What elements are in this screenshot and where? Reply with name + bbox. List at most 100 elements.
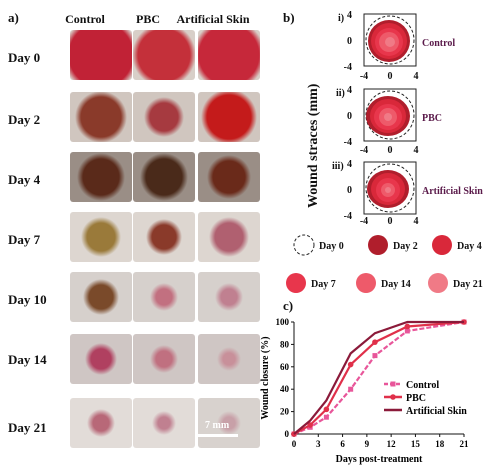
tick-label: 4 — [347, 85, 352, 96]
subpanel-name-artificial-skin: Artificial Skin — [422, 186, 483, 197]
trace-panel-pbc — [363, 88, 417, 142]
legend-label-day7: Day 7 — [311, 279, 336, 290]
wound-photo-control-day14 — [70, 334, 132, 384]
legend-label-day4: Day 4 — [457, 241, 482, 252]
y-tick-label: 0 — [285, 429, 290, 439]
tick-label: 0 — [347, 185, 352, 196]
subpanel-name-pbc: PBC — [422, 113, 442, 124]
wound-photo-artificial-skin-day14 — [198, 334, 260, 384]
panel-b-ylabel: Wound straces (mm) — [306, 83, 321, 208]
tick-label: 4 — [414, 145, 419, 156]
tick-label: -4 — [344, 137, 352, 148]
x-tick-label: 0 — [292, 439, 297, 449]
tick-label: 0 — [347, 36, 352, 47]
wound-photo-control-day21 — [70, 398, 132, 448]
wound-photo-pbc-day4 — [133, 152, 195, 202]
tick-label: 0 — [388, 216, 393, 225]
series-line-artificial-skin — [293, 320, 464, 435]
trace-legend: Day 0 Day 2 Day 4 Day 7 Day 14 Day 21 — [286, 234, 483, 293]
data-point — [323, 406, 330, 413]
x-tick-label: 6 — [340, 439, 345, 449]
row-label-day2: Day 2 — [8, 112, 41, 127]
wound-photo-pbc-day21 — [133, 398, 195, 448]
x-tick-label: 9 — [365, 439, 370, 449]
tick-label: -4 — [344, 62, 352, 73]
wound-closure-chart: 0 20 40 60 80 100 0 3 6 9 12 15 18 21 Days post-treatm… — [260, 317, 470, 465]
legend-swatch-day14 — [356, 273, 376, 293]
x-tick-label: 3 — [316, 439, 321, 449]
wound-photo-control-day4 — [70, 152, 132, 202]
row-label-day0: Day 0 — [8, 50, 41, 65]
data-point — [404, 323, 411, 330]
column-header-artificial-skin: Artificial Skin — [176, 12, 250, 26]
row-label-day21: Day 21 — [8, 420, 47, 435]
wound-photo-artificial-skin-day2 — [198, 92, 260, 142]
series-line-pbc — [293, 320, 465, 435]
data-point — [372, 353, 378, 359]
row-label-day4: Day 4 — [8, 172, 41, 187]
data-point — [404, 328, 410, 334]
y-axis-label: Wound closure (%) — [260, 336, 271, 419]
x-tick-label: 12 — [387, 439, 397, 449]
legend-swatch-day21 — [428, 273, 448, 293]
legend-label-day21: Day 21 — [453, 279, 483, 290]
x-axis-label: Days post-treatment — [336, 454, 423, 465]
subpanel-tag-ii: ii) — [336, 88, 345, 99]
wound-photo-control-day7 — [70, 212, 132, 262]
legend-label-day0: Day 0 — [319, 241, 344, 252]
trace-panel-artificial-skin — [363, 161, 417, 215]
wound-traces-figure: 4 0 -4 4 0 -4 4 0 -4 -4 0 4 -4 0 4 -4 0 … — [332, 10, 483, 225]
x-tick-label: 15 — [411, 439, 421, 449]
panel-a-label: a) — [8, 10, 19, 25]
wound-photo-pbc-day0 — [133, 30, 195, 80]
row-label-day10: Day 10 — [8, 292, 47, 307]
data-point — [307, 422, 313, 428]
row-label-day14: Day 14 — [8, 352, 47, 367]
wound-photo-artificial-skin-day21 — [198, 398, 260, 448]
tick-label: -4 — [360, 71, 368, 82]
scale-bar — [198, 434, 238, 437]
tick-label: -4 — [344, 211, 352, 222]
tick-label: 4 — [414, 71, 419, 82]
x-tick-label: 21 — [460, 439, 470, 449]
data-point — [348, 386, 354, 392]
legend-marker — [390, 394, 396, 400]
legend-swatch-day2 — [368, 235, 388, 255]
column-header-pbc: PBC — [136, 12, 160, 26]
wound-photo-control-day2 — [70, 92, 132, 142]
y-tick-label: 100 — [276, 317, 290, 327]
wound-photo-artificial-skin-day7 — [198, 212, 260, 262]
wound-photo-pbc-day7 — [133, 212, 195, 262]
y-tick-label: 20 — [280, 407, 290, 417]
tick-label: 4 — [347, 159, 352, 170]
y-tick-label: 60 — [280, 362, 290, 372]
panel-c-label: c) — [283, 298, 294, 313]
panel-b-label: b) — [283, 10, 295, 25]
y-tick-label: 80 — [280, 339, 290, 349]
wound-photo-control-day10 — [70, 272, 132, 322]
tick-label: 4 — [414, 216, 419, 225]
tick-label: 4 — [347, 10, 352, 21]
subpanel-tag-iii: iii) — [332, 161, 344, 172]
legend-label: Control — [406, 380, 439, 391]
data-point — [347, 361, 354, 368]
legend-swatch-day7 — [286, 273, 306, 293]
wound-photo-artificial-skin-day10 — [198, 272, 260, 322]
tick-label: -4 — [360, 216, 368, 225]
row-label-day7: Day 7 — [8, 232, 41, 247]
subpanel-tag-i: i) — [338, 13, 344, 24]
tick-label: -4 — [360, 145, 368, 156]
tick-label: 0 — [388, 71, 393, 82]
y-tick-label: 40 — [280, 384, 290, 394]
tick-label: 0 — [388, 145, 393, 156]
x-tick-label: 18 — [435, 439, 445, 449]
trace-panel-control — [363, 13, 417, 67]
legend-swatch-day4 — [432, 235, 452, 255]
legend-label: PBC — [406, 393, 426, 404]
tick-label: 0 — [347, 111, 352, 122]
wound-photo-artificial-skin-day0 — [198, 30, 260, 80]
legend-marker — [390, 381, 396, 387]
data-point — [323, 414, 329, 420]
scale-bar-label: 7 mm — [205, 420, 230, 431]
legend-label-day2: Day 2 — [393, 241, 418, 252]
